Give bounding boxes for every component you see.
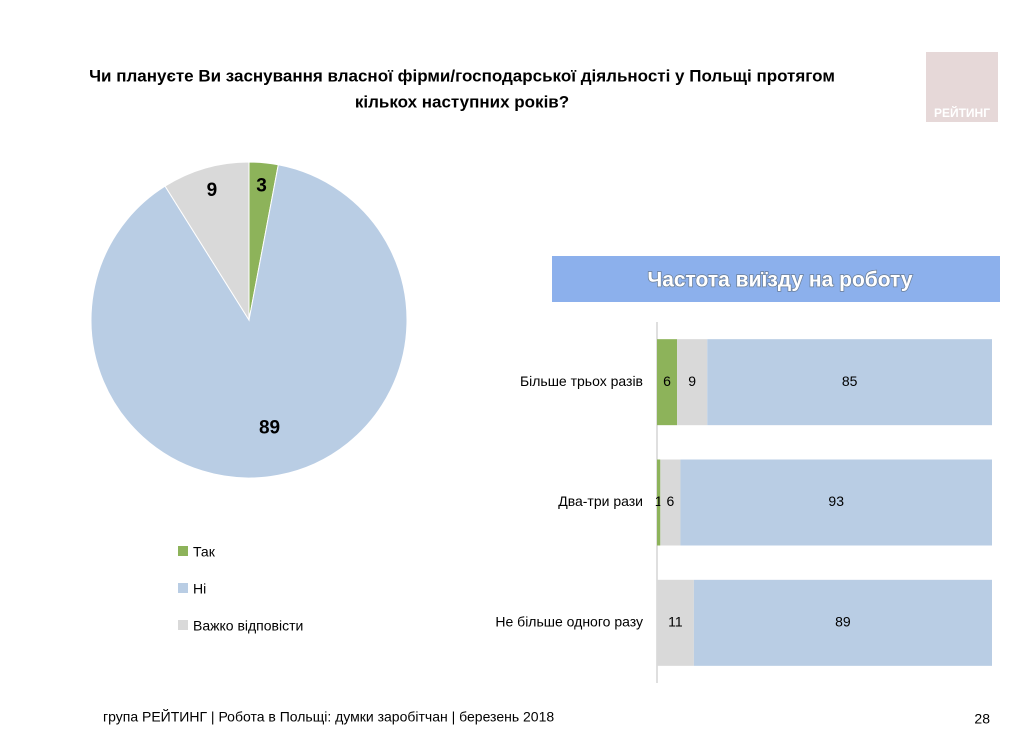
logo-box xyxy=(926,52,998,122)
legend-swatch xyxy=(178,546,188,556)
bar-label: 11 xyxy=(668,614,683,630)
slide-title-line: Чи плануєте Ви заснування власної фірми/… xyxy=(89,66,835,85)
bar-label: 6 xyxy=(667,493,675,509)
bar-label: 9 xyxy=(688,373,696,389)
bar-label: 89 xyxy=(835,614,851,630)
legend-label: Так xyxy=(193,544,216,560)
page-number: 28 xyxy=(974,711,990,727)
category-label: Не більше одного разу xyxy=(495,614,643,630)
pie-label: 89 xyxy=(259,418,280,439)
bar-chart-title: Частота виїзду на роботу xyxy=(647,269,912,292)
bar-segment xyxy=(680,459,992,546)
slide-title-line: кількох наступних років? xyxy=(355,92,569,111)
bar-label: 85 xyxy=(842,373,858,389)
bar-label: 6 xyxy=(663,373,671,389)
bar-label: 93 xyxy=(828,493,844,509)
logo: РЕЙТИНГ xyxy=(934,105,990,120)
bar-segment xyxy=(693,579,992,666)
category-label: Більше трьох разів xyxy=(520,373,643,389)
bar-segment xyxy=(657,339,678,426)
footer: група РЕЙТИНГ | Робота в Польщі: думки з… xyxy=(103,708,554,725)
pie-label: 9 xyxy=(207,180,218,201)
legend-swatch xyxy=(178,620,188,630)
legend-label: Ні xyxy=(193,581,206,597)
bar-label: 1 xyxy=(655,493,663,509)
bar-segment xyxy=(707,339,992,426)
bar-segment xyxy=(677,339,708,426)
pie-label: 3 xyxy=(256,175,267,196)
legend-swatch xyxy=(178,583,188,593)
category-label: Два-три рази xyxy=(558,493,643,509)
legend-label: Важко відповісти xyxy=(193,618,303,634)
bar-segment xyxy=(657,459,661,546)
bar-title-box xyxy=(552,256,1000,302)
bar-segment xyxy=(657,579,694,666)
pie-slice xyxy=(164,161,250,322)
pie-slice xyxy=(90,164,408,479)
bar-segment xyxy=(660,459,681,546)
